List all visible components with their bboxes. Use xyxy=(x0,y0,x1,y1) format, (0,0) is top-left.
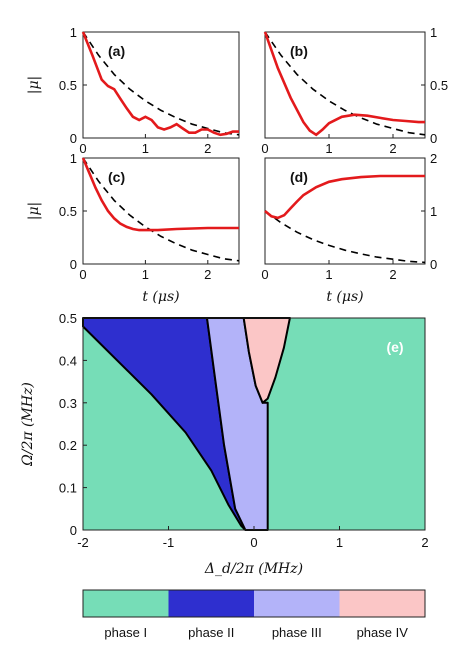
x-tick-label: 2 xyxy=(204,141,211,156)
legend-label: phase I xyxy=(104,625,147,640)
y-axis-label: |μ| xyxy=(26,202,42,221)
y-tick-label: 0.2 xyxy=(59,438,77,453)
y-tick-label: 2 xyxy=(430,151,437,166)
y-tick-label: 0 xyxy=(70,523,77,538)
y-axis-label: Ω/2π (MHz) xyxy=(20,382,36,467)
legend-swatch xyxy=(339,590,425,617)
panel-label: (a) xyxy=(108,43,125,59)
series-line-dashed xyxy=(82,157,240,262)
panel-label: (c) xyxy=(108,169,125,185)
y-tick-label: 0.5 xyxy=(59,204,77,219)
series-line-red xyxy=(263,31,425,137)
x-tick-label: 2 xyxy=(204,267,211,282)
x-tick-label: -1 xyxy=(163,535,175,550)
y-tick-label: 0 xyxy=(430,131,437,146)
series-line-red xyxy=(264,174,425,220)
x-tick-label: 0 xyxy=(79,267,86,282)
legend-swatch xyxy=(168,590,254,617)
y-tick-label: 0 xyxy=(430,257,437,272)
legend-swatch xyxy=(83,590,169,617)
x-tick-label: 0 xyxy=(261,141,268,156)
panel-frame xyxy=(82,157,240,265)
y-tick-label: 1 xyxy=(70,25,77,40)
panel-label: (e) xyxy=(386,339,403,355)
series-line-red xyxy=(81,31,239,137)
x-tick-label: 2 xyxy=(389,141,396,156)
series-line-red xyxy=(81,157,239,232)
y-tick-label: 0.4 xyxy=(59,353,77,368)
x-tick-label: 2 xyxy=(421,535,428,550)
x-tick-label: 1 xyxy=(336,535,343,550)
y-tick-label: 0.1 xyxy=(59,481,77,496)
legend-frame xyxy=(82,589,426,618)
x-tick-label: 1 xyxy=(325,141,332,156)
x-axis-label: t (μs) xyxy=(326,289,363,305)
y-tick-label: 1 xyxy=(430,204,437,219)
x-tick-label: 0 xyxy=(261,267,268,282)
y-tick-label: 0.5 xyxy=(430,78,448,93)
y-tick-label: 0.5 xyxy=(59,78,77,93)
series-line-dashed xyxy=(264,31,426,136)
panel-label: (b) xyxy=(290,43,308,59)
y-tick-label: 0 xyxy=(70,131,77,146)
panel-label: (d) xyxy=(290,169,308,185)
y-tick-label: 0.3 xyxy=(59,396,77,411)
phase-region-phase-iv xyxy=(242,317,291,404)
legend-label: phase III xyxy=(272,625,322,640)
series-line-dashed xyxy=(82,31,240,136)
x-tick-label: 1 xyxy=(325,267,332,282)
legend-label: phase IV xyxy=(357,625,409,640)
x-tick-label: 0 xyxy=(79,141,86,156)
y-tick-label: 0.5 xyxy=(59,311,77,326)
x-axis-label: Δ_d/2π (MHz) xyxy=(204,561,303,577)
y-tick-label: 1 xyxy=(430,25,437,40)
legend-label: phase II xyxy=(188,625,234,640)
panel-frame xyxy=(264,31,426,139)
x-tick-label: 0 xyxy=(250,535,257,550)
legend-swatch xyxy=(254,590,340,617)
x-axis-label: t (μs) xyxy=(142,289,179,305)
x-tick-label: 1 xyxy=(142,267,149,282)
y-tick-label: 1 xyxy=(70,151,77,166)
x-tick-label: 1 xyxy=(142,141,149,156)
y-axis-label: |μ| xyxy=(26,76,42,95)
series-line-dashed xyxy=(264,210,426,264)
x-tick-label: 2 xyxy=(389,267,396,282)
y-tick-label: 0 xyxy=(70,257,77,272)
panel-frame xyxy=(82,31,240,139)
x-tick-label: -2 xyxy=(77,535,89,550)
